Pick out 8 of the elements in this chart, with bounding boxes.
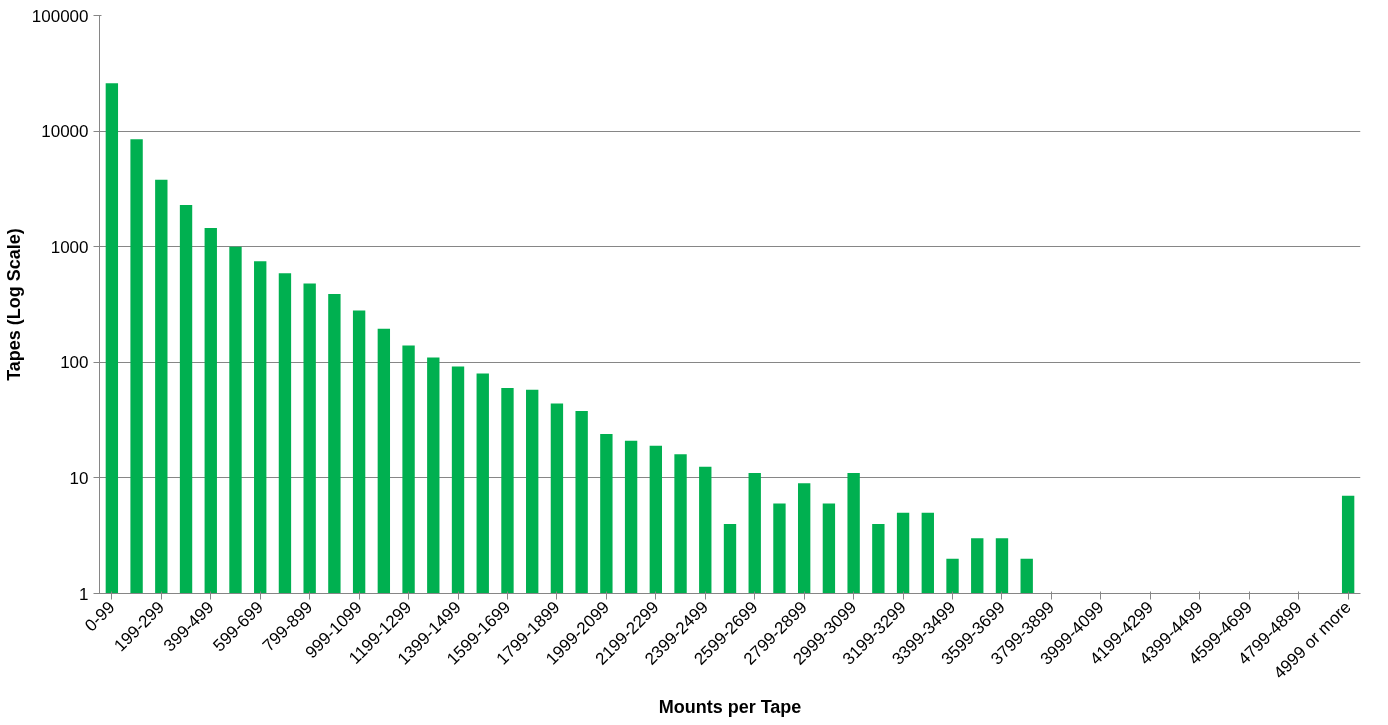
x-axis-title: Mounts per Tape <box>658 697 802 718</box>
y-tick-label: 10 <box>69 468 89 488</box>
y-tick-label: 1000 <box>50 237 89 257</box>
y-axis-title: Tapes (Log Scale) <box>3 228 24 381</box>
y-tick-label: 10000 <box>41 122 89 142</box>
y-tick-label: 100000 <box>31 6 89 26</box>
y-tick-label: 100 <box>60 353 89 373</box>
y-tick-label: 1 <box>79 584 89 604</box>
